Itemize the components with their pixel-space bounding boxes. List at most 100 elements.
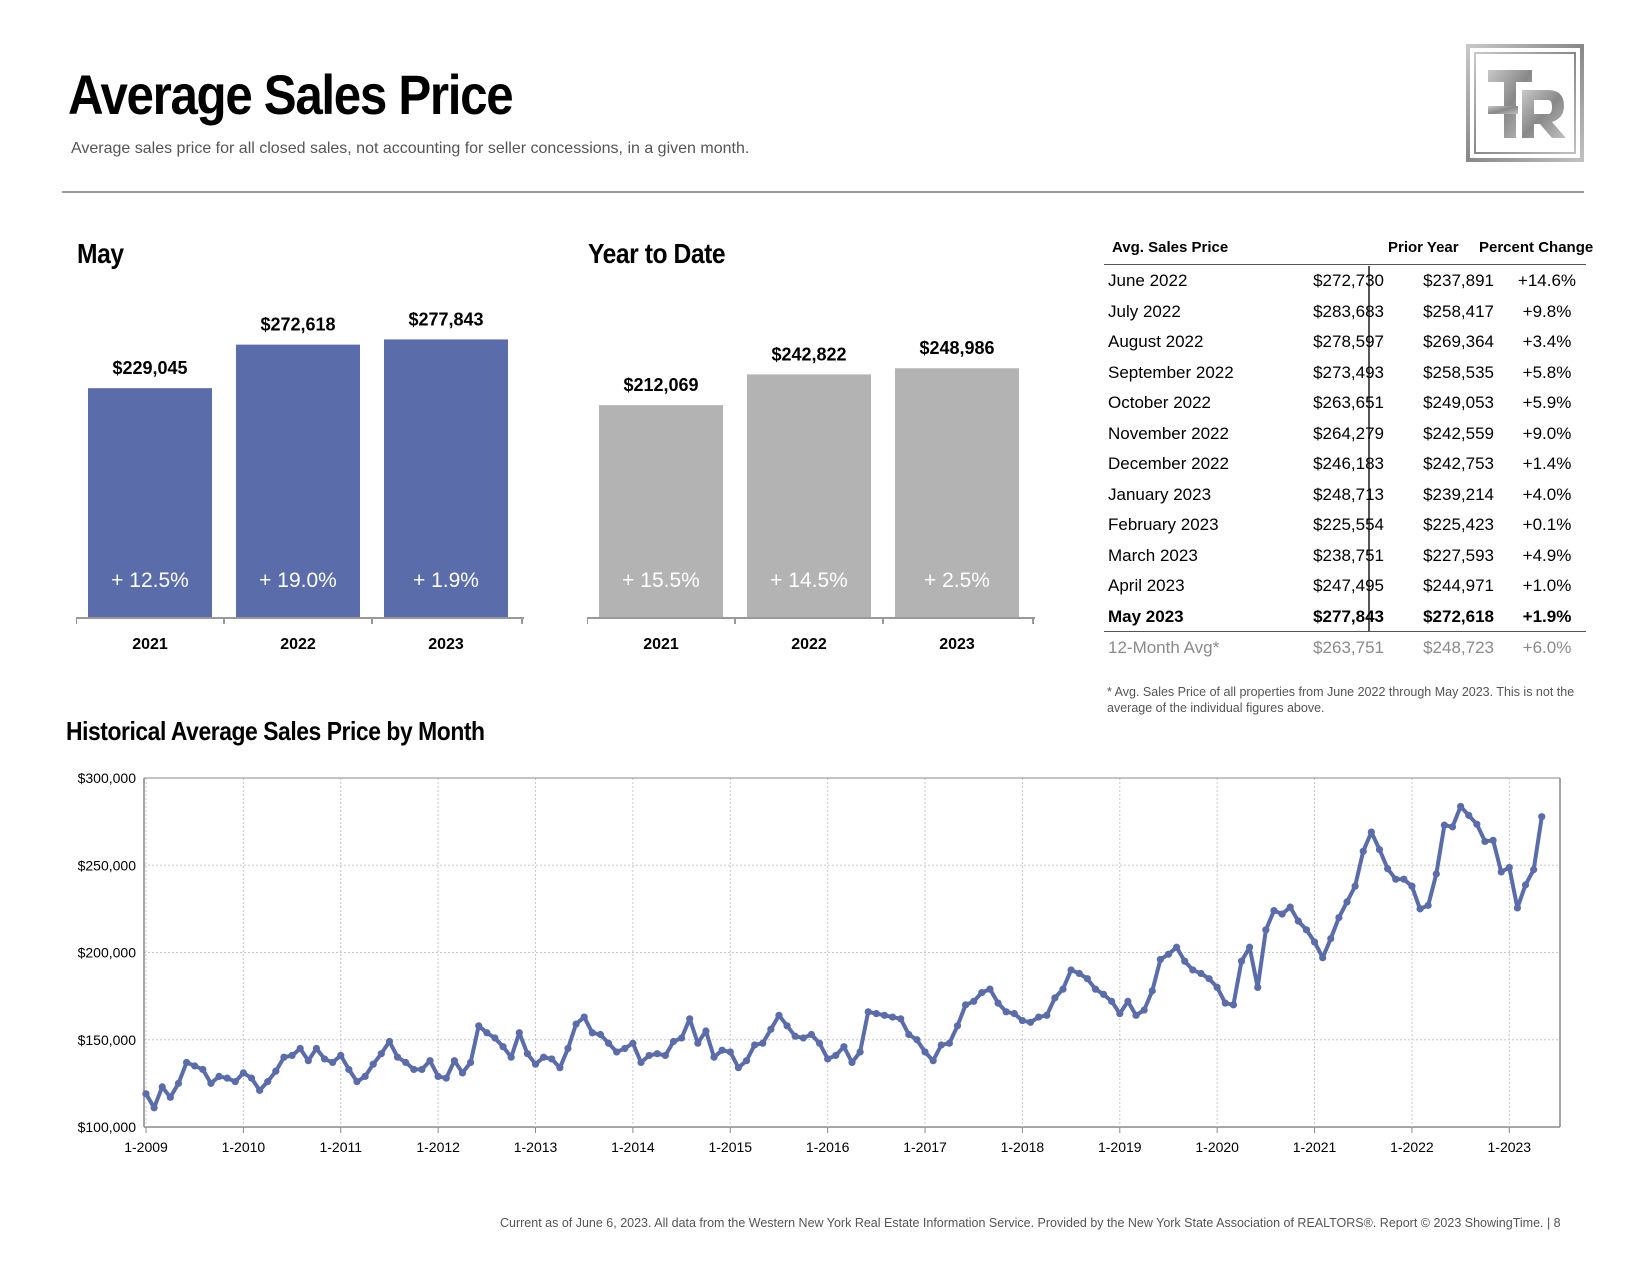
data-point — [142, 1090, 150, 1098]
data-point — [734, 1064, 742, 1072]
data-point — [653, 1050, 661, 1058]
y-tick-label: $150,000 — [78, 1032, 137, 1048]
x-tick-label: 1-2021 — [1293, 1139, 1337, 1155]
may-change-label: + 12.5% — [111, 569, 189, 592]
data-point — [637, 1058, 645, 1067]
data-point — [799, 1034, 807, 1042]
data-point — [450, 1057, 458, 1065]
data-point — [897, 1015, 905, 1023]
table-header: Avg. Sales Price Prior Year Percent Chan… — [1104, 234, 1593, 265]
row-pct: +0.1% — [1522, 515, 1572, 534]
data-point — [1497, 868, 1505, 876]
may-value-label: $229,045 — [112, 358, 187, 378]
ytd-bar-2021 — [599, 405, 723, 617]
table-row: July 2022 $283,683 $258,417 +9.8% — [1104, 296, 1586, 327]
data-point — [1270, 907, 1278, 915]
x-tick-label: 1-2018 — [1001, 1139, 1045, 1155]
data-point — [1310, 938, 1319, 946]
data-point — [905, 1030, 913, 1039]
data-point — [1140, 1006, 1148, 1014]
data-point — [1018, 1016, 1027, 1025]
data-point — [1481, 837, 1489, 846]
data-point — [629, 1039, 637, 1047]
data-point — [661, 1051, 669, 1060]
row-current: $247,495 — [1313, 576, 1384, 595]
row-prior: $258,417 — [1423, 301, 1494, 321]
row-current: $225,554 — [1313, 515, 1384, 534]
row-current: $273,493 — [1313, 362, 1384, 382]
data-point — [1327, 934, 1335, 943]
row-current: $263,651 — [1313, 393, 1384, 412]
table-row: June 2022 $272,730 $237,891 +14.6% — [1104, 265, 1586, 296]
row-current: $246,183 — [1313, 454, 1384, 473]
data-point — [1278, 910, 1286, 918]
data-point — [1059, 985, 1067, 993]
data-point — [1237, 957, 1246, 965]
row-pct: +5.9% — [1522, 393, 1572, 412]
data-point — [320, 1055, 329, 1063]
data-point — [1457, 802, 1465, 811]
data-point — [304, 1057, 312, 1065]
row-prior: $227,593 — [1423, 545, 1494, 565]
data-point — [1416, 905, 1424, 913]
may-category-label: 2021 — [132, 636, 168, 653]
ytd-section-title: Year to Date — [588, 238, 726, 269]
row-prior: $242,753 — [1423, 454, 1494, 473]
data-point — [231, 1078, 239, 1086]
data-point — [621, 1044, 629, 1053]
data-point — [1116, 1009, 1124, 1018]
data-point — [353, 1078, 361, 1086]
data-point — [1148, 987, 1156, 995]
data-point — [1181, 957, 1189, 965]
row-month: February 2023 — [1108, 515, 1219, 534]
data-point — [1294, 917, 1302, 925]
data-point — [426, 1057, 434, 1065]
data-point — [442, 1074, 450, 1082]
y-tick-label: $250,000 — [78, 857, 137, 873]
data-point — [150, 1104, 158, 1112]
row-month: August 2022 — [1108, 332, 1204, 351]
data-point — [1026, 1018, 1035, 1026]
data-point — [791, 1032, 799, 1040]
data-point — [515, 1029, 523, 1037]
data-point — [807, 1030, 816, 1039]
data-point — [523, 1050, 532, 1058]
data-point — [970, 997, 978, 1005]
may-bar-chart: $229,045 + 12.5% 2021 $272,618 + 19.0% 2022 $2… — [76, 309, 524, 653]
data-point — [783, 1022, 791, 1030]
may-change-label: + 1.9% — [413, 569, 479, 592]
row-current: $238,751 — [1313, 545, 1384, 565]
data-point — [166, 1093, 174, 1101]
data-point — [1051, 994, 1059, 1002]
row-month: July 2022 — [1108, 301, 1181, 321]
row-current: $272,730 — [1313, 271, 1384, 290]
may-category-label: 2023 — [428, 636, 464, 653]
ytd-change-label: + 15.5% — [622, 569, 700, 592]
data-point — [1335, 914, 1343, 922]
data-point — [1172, 943, 1181, 951]
page-subtitle: Average sales price for all closed sales… — [71, 140, 750, 157]
row-prior: $272,618 — [1423, 606, 1494, 626]
row-month: December 2022 — [1108, 454, 1229, 473]
row-pct: +1.0% — [1522, 576, 1572, 595]
table-row: January 2023 $248,713 $239,214 +4.0% — [1104, 479, 1586, 510]
data-point — [1262, 926, 1270, 934]
data-point — [458, 1069, 467, 1077]
data-point — [345, 1065, 353, 1074]
data-point — [832, 1051, 840, 1060]
data-point — [1375, 845, 1384, 854]
table-header-label: Avg. Sales Price — [1112, 239, 1229, 256]
x-tick-label: 1-2022 — [1390, 1139, 1434, 1155]
avg-label: 12-Month Avg* — [1108, 638, 1220, 657]
row-current: $283,683 — [1313, 301, 1384, 321]
data-point — [1043, 1011, 1051, 1019]
x-tick-label: 1-2011 — [319, 1139, 362, 1155]
may-bar-2023 — [384, 339, 508, 617]
data-point — [1538, 813, 1546, 821]
ytd-change-label: + 2.5% — [924, 569, 990, 592]
data-point — [962, 1001, 970, 1009]
data-point — [718, 1046, 726, 1054]
table-header-pct: Percent Change — [1479, 239, 1594, 256]
data-point — [848, 1058, 856, 1067]
avg-sales-price-table: Avg. Sales Price Prior Year Percent Chan… — [1104, 234, 1593, 663]
